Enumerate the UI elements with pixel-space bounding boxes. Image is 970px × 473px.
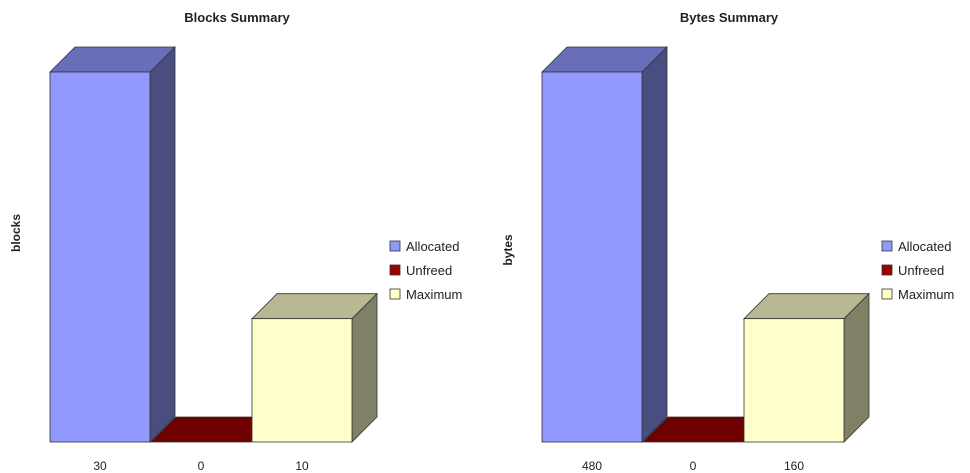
legend-swatch [389,264,401,276]
legend-label: Unfreed [406,263,452,278]
legend-swatch [881,264,893,276]
legend: Allocated Unfreed Maximum [881,239,954,302]
x-tick-label: 160 [784,459,804,473]
legend-label: Maximum [898,287,954,302]
bar-allocated [541,46,668,443]
bar-maximum [743,292,870,443]
y-axis-label: bytes [501,234,515,266]
blocks-chart-canvas: Blocks Summary blocks 30 0 10 Allocated Unf… [9,10,462,473]
legend-swatch [389,288,401,300]
bytes-summary-chart: Bytes Summary bytes 480 0 160 Allocated Unf… [492,0,970,473]
bar-allocated [49,46,176,443]
bar-maximum [251,292,378,443]
bytes-chart-canvas: Bytes Summary bytes 480 0 160 Allocated Unf… [501,10,954,473]
legend-item-unfreed: Unfreed [389,263,452,278]
legend-item-maximum: Maximum [389,287,462,302]
legend-item-allocated: Allocated [389,239,459,254]
x-tick-label: 0 [690,459,697,473]
x-tick-label: 480 [582,459,602,473]
legend-item-unfreed: Unfreed [881,263,944,278]
legend-label: Maximum [406,287,462,302]
legend-swatch [881,288,893,300]
bars-group [541,46,870,443]
legend-label: Unfreed [898,263,944,278]
legend-label: Allocated [406,239,459,254]
x-tick-label: 0 [198,459,205,473]
legend-label: Allocated [898,239,951,254]
legend-item-maximum: Maximum [881,287,954,302]
blocks-summary-chart: Blocks Summary blocks 30 0 10 Allocated Unf… [9,10,462,473]
legend: Allocated Unfreed Maximum [389,239,462,302]
x-tick-label: 30 [93,459,107,473]
chart-title: Blocks Summary [184,10,290,25]
x-tick-labels: 30 0 10 [93,459,309,473]
x-tick-labels: 480 0 160 [582,459,804,473]
chart-title: Bytes Summary [680,10,779,25]
bars-group [49,46,378,443]
x-tick-label: 10 [295,459,309,473]
legend-swatch [389,240,401,252]
y-axis-label: blocks [9,214,23,252]
legend-swatch [881,240,893,252]
legend-item-allocated: Allocated [881,239,951,254]
